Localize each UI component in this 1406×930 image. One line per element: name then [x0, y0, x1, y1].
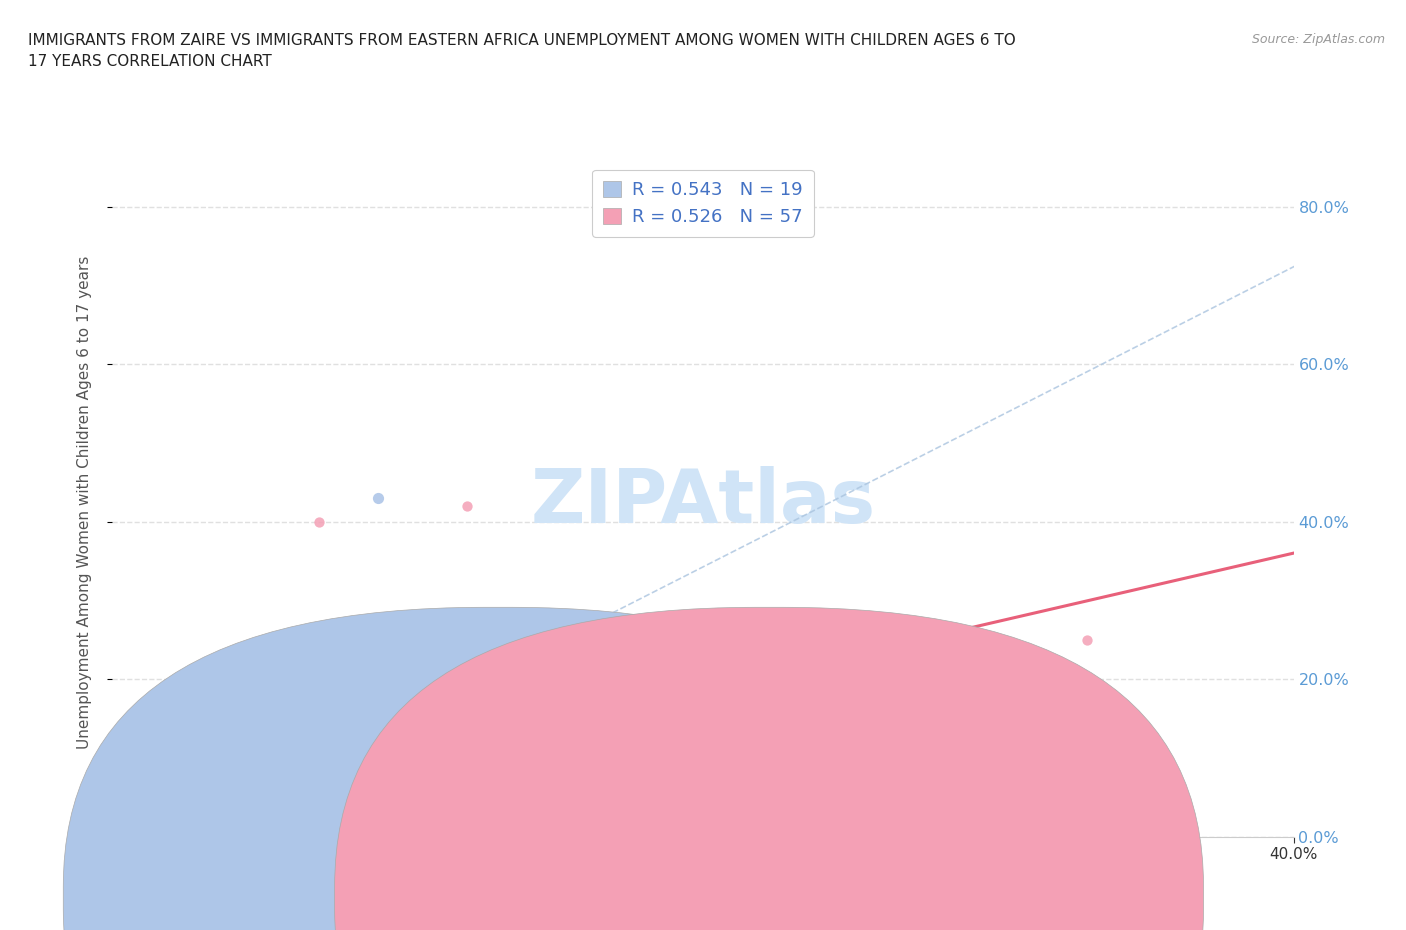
Point [117, 822, 138, 837]
Point [117, 822, 138, 837]
Point [249, 711, 271, 726]
Point [278, 798, 301, 813]
Point [190, 806, 212, 821]
Point [308, 790, 330, 805]
Point [146, 830, 169, 844]
Point [456, 498, 478, 513]
Point [249, 806, 271, 821]
Point [160, 798, 183, 813]
Point [131, 806, 153, 821]
Point [367, 830, 389, 844]
Point [249, 814, 271, 829]
Point [160, 826, 183, 841]
Point [396, 766, 419, 781]
Point [101, 830, 124, 844]
Point [219, 814, 242, 829]
Legend: R = 0.543   N = 19, R = 0.526   N = 57: R = 0.543 N = 19, R = 0.526 N = 57 [592, 170, 814, 237]
Point [160, 814, 183, 829]
Point [146, 830, 169, 844]
Point [367, 711, 389, 726]
Point [190, 814, 212, 829]
Point [1076, 632, 1098, 647]
Point [190, 806, 212, 821]
Point [367, 782, 389, 797]
Point [160, 822, 183, 837]
Point [219, 806, 242, 821]
Point [219, 766, 242, 781]
Point [308, 514, 330, 529]
Point [219, 822, 242, 837]
Text: Immigrants from Zaire: Immigrants from Zaire [534, 890, 707, 905]
Point [278, 766, 301, 781]
Point [205, 711, 228, 726]
Point [131, 814, 153, 829]
Y-axis label: Unemployment Among Women with Children Ages 6 to 17 years: Unemployment Among Women with Children A… [77, 256, 91, 749]
Point [249, 822, 271, 837]
Point [131, 830, 153, 844]
Point [190, 775, 212, 790]
Point [337, 696, 360, 711]
Point [233, 830, 256, 844]
Point [174, 822, 197, 837]
Point [249, 751, 271, 765]
Point [190, 814, 212, 829]
Text: Immigrants from Eastern Africa: Immigrants from Eastern Africa [801, 890, 1042, 905]
Point [131, 814, 153, 829]
Point [396, 751, 419, 765]
Point [190, 830, 212, 844]
Point [367, 491, 389, 506]
Point [485, 751, 508, 765]
Point [396, 790, 419, 805]
Point [117, 830, 138, 844]
Point [278, 798, 301, 813]
Point [174, 766, 197, 781]
Point [219, 790, 242, 805]
Point [337, 782, 360, 797]
Point [190, 798, 212, 813]
Point [205, 822, 228, 837]
Point [278, 814, 301, 829]
Text: Source: ZipAtlas.com: Source: ZipAtlas.com [1251, 33, 1385, 46]
Text: ZIPAtlas: ZIPAtlas [530, 466, 876, 538]
Point [249, 782, 271, 797]
Point [101, 830, 124, 844]
Point [308, 798, 330, 813]
Point [308, 782, 330, 797]
Point [131, 822, 153, 837]
Point [292, 806, 315, 821]
Point [337, 806, 360, 821]
Point [352, 798, 374, 813]
Point [323, 814, 346, 829]
Point [264, 822, 287, 837]
Point [308, 790, 330, 805]
Point [131, 822, 153, 837]
Point [219, 806, 242, 821]
Point [160, 806, 183, 821]
Point [219, 830, 242, 844]
Point [160, 790, 183, 805]
Point [515, 719, 537, 734]
Point [249, 798, 271, 813]
Point [174, 711, 197, 726]
Point [278, 790, 301, 805]
Text: IMMIGRANTS FROM ZAIRE VS IMMIGRANTS FROM EASTERN AFRICA UNEMPLOYMENT AMONG WOMEN: IMMIGRANTS FROM ZAIRE VS IMMIGRANTS FROM… [28, 33, 1017, 69]
Point [190, 822, 212, 837]
Point [278, 711, 301, 726]
